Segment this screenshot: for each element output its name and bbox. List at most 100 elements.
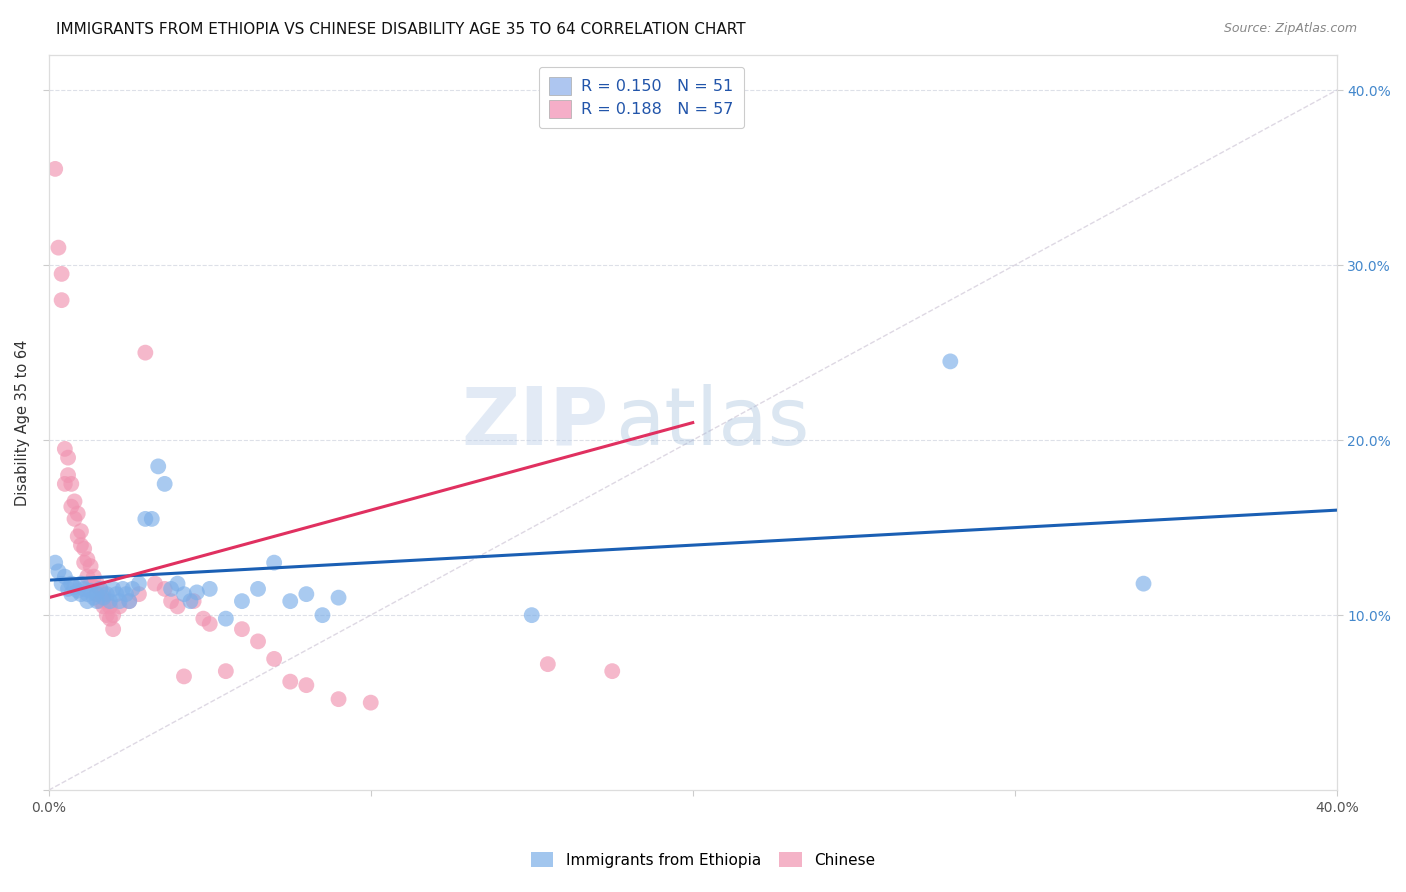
Point: [83, 569, 105, 583]
Point: [231, 594, 253, 608]
Point: [198, 616, 221, 631]
Point: [134, 345, 156, 359]
Text: ZIP: ZIP: [461, 384, 609, 462]
Point: [86, 587, 108, 601]
Point: [76, 594, 98, 608]
Point: [148, 459, 170, 474]
Point: [160, 582, 183, 596]
Point: [311, 608, 333, 623]
Text: Source: ZipAtlas.com: Source: ZipAtlas.com: [1223, 22, 1357, 36]
Point: [89, 582, 111, 596]
Point: [328, 591, 350, 605]
Point: [247, 582, 270, 596]
Point: [79, 559, 101, 574]
Point: [86, 587, 108, 601]
Point: [153, 582, 176, 596]
Point: [121, 582, 143, 596]
Legend: Immigrants from Ethiopia, Chinese: Immigrants from Ethiopia, Chinese: [524, 846, 882, 873]
Point: [115, 587, 138, 601]
Point: [53, 476, 76, 491]
Point: [278, 594, 301, 608]
Point: [173, 587, 195, 601]
Point: [70, 576, 93, 591]
Point: [128, 576, 150, 591]
Point: [108, 594, 131, 608]
Point: [73, 541, 96, 556]
Point: [89, 594, 111, 608]
Point: [247, 634, 270, 648]
Point: [179, 594, 201, 608]
Point: [51, 293, 73, 307]
Point: [60, 576, 83, 591]
Point: [53, 569, 76, 583]
Point: [98, 599, 121, 614]
Y-axis label: Disability Age 35 to 64: Disability Age 35 to 64: [15, 340, 30, 506]
Point: [295, 587, 318, 601]
Point: [48, 241, 70, 255]
Point: [186, 585, 208, 599]
Point: [96, 587, 118, 601]
Point: [89, 582, 111, 596]
Point: [153, 476, 176, 491]
Point: [60, 476, 83, 491]
Point: [98, 612, 121, 626]
Point: [263, 652, 285, 666]
Text: IMMIGRANTS FROM ETHIOPIA VS CHINESE DISABILITY AGE 35 TO 64 CORRELATION CHART: IMMIGRANTS FROM ETHIOPIA VS CHINESE DISA…: [56, 22, 745, 37]
Point: [537, 657, 560, 672]
Point: [278, 674, 301, 689]
Point: [63, 512, 86, 526]
Point: [108, 599, 131, 614]
Point: [86, 594, 108, 608]
Point: [44, 161, 66, 176]
Point: [48, 565, 70, 579]
Point: [44, 556, 66, 570]
Point: [93, 587, 115, 601]
Point: [51, 576, 73, 591]
Point: [101, 622, 124, 636]
Point: [96, 594, 118, 608]
Point: [198, 582, 221, 596]
Point: [173, 669, 195, 683]
Point: [215, 664, 238, 678]
Point: [70, 587, 93, 601]
Point: [66, 583, 89, 598]
Point: [105, 587, 128, 601]
Point: [101, 608, 124, 623]
Point: [118, 594, 141, 608]
Point: [56, 468, 79, 483]
Point: [101, 582, 124, 596]
Point: [76, 569, 98, 583]
Point: [263, 556, 285, 570]
Point: [76, 587, 98, 601]
Point: [134, 512, 156, 526]
Point: [143, 576, 166, 591]
Point: [83, 591, 105, 605]
Point: [63, 494, 86, 508]
Point: [128, 587, 150, 601]
Point: [1132, 576, 1154, 591]
Point: [56, 582, 79, 596]
Point: [66, 529, 89, 543]
Point: [51, 267, 73, 281]
Point: [60, 587, 83, 601]
Point: [93, 599, 115, 614]
Point: [166, 576, 188, 591]
Point: [70, 524, 93, 538]
Point: [70, 538, 93, 552]
Point: [183, 594, 205, 608]
Point: [328, 692, 350, 706]
Point: [939, 354, 962, 368]
Point: [141, 512, 163, 526]
Point: [520, 608, 543, 623]
Point: [66, 507, 89, 521]
Text: atlas: atlas: [616, 384, 810, 462]
Point: [215, 612, 238, 626]
Point: [231, 622, 253, 636]
Point: [360, 696, 382, 710]
Point: [160, 594, 183, 608]
Point: [193, 612, 215, 626]
Point: [76, 552, 98, 566]
Point: [79, 576, 101, 591]
Point: [53, 442, 76, 456]
Point: [86, 576, 108, 591]
